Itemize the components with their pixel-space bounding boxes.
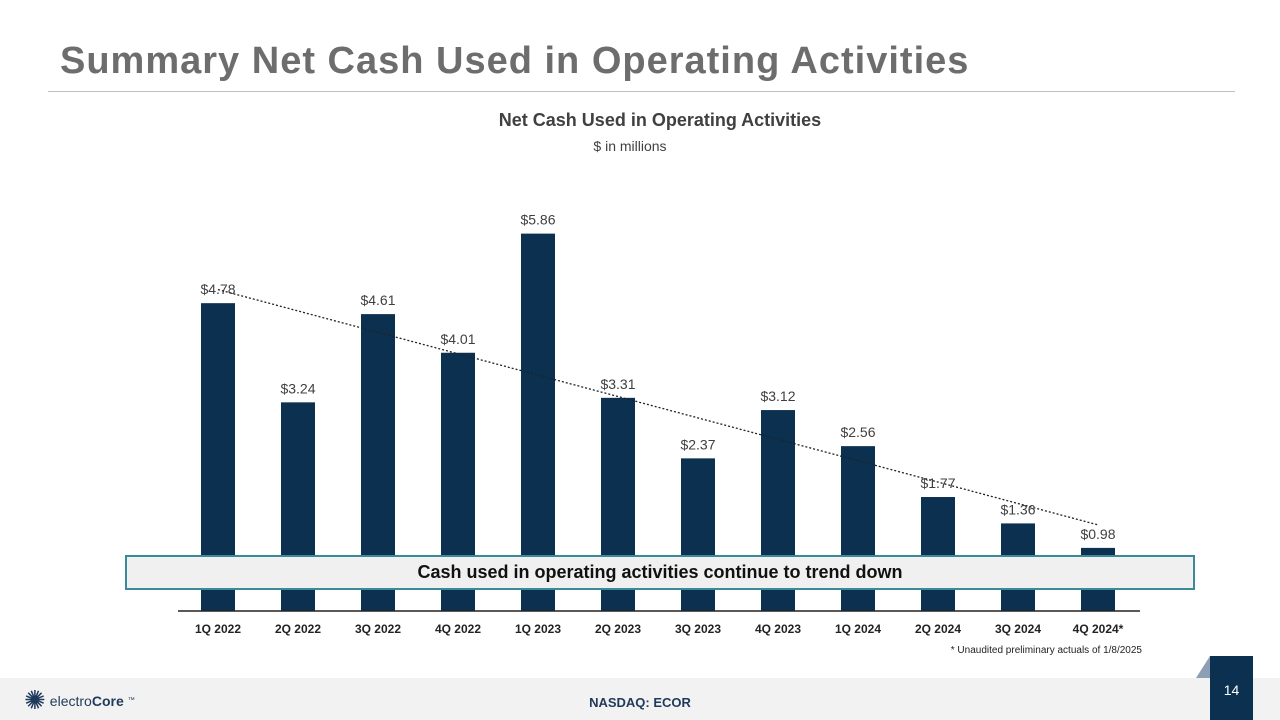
footer-bar — [0, 678, 1280, 720]
chart-title: Net Cash Used in Operating Activities — [498, 110, 822, 130]
category-label: 4Q 2022 — [435, 622, 481, 636]
data-label: $3.12 — [760, 388, 795, 404]
title-divider — [48, 91, 1235, 92]
logo-text-bold: Core — [91, 692, 124, 709]
data-label: $4.61 — [360, 292, 395, 308]
data-label: $4.78 — [200, 281, 235, 297]
category-label: 4Q 2024* — [1073, 622, 1124, 636]
slide-title: Summary Net Cash Used in Operating Activ… — [60, 40, 970, 82]
category-label: 2Q 2022 — [275, 622, 321, 636]
callout-box: Cash used in operating activities contin… — [125, 555, 1195, 590]
data-label: $3.31 — [600, 376, 635, 392]
data-label: $4.01 — [440, 331, 475, 347]
electrocore-logo: ✺ electro Core ™ — [24, 685, 135, 716]
data-label: $0.98 — [1080, 526, 1115, 542]
page-tab-accent — [1196, 656, 1210, 678]
category-label: 4Q 2023 — [755, 622, 801, 636]
page-number: 14 — [1210, 656, 1253, 720]
logo-text-light: electro — [49, 692, 92, 709]
bar — [521, 233, 555, 611]
data-label: $1.77 — [920, 475, 955, 491]
category-label: 1Q 2022 — [195, 622, 241, 636]
ticker-label: NASDAQ: ECOR — [589, 695, 691, 710]
footnote: * Unaudited preliminary actuals of 1/8/2… — [950, 645, 1142, 656]
category-label: 3Q 2022 — [355, 622, 401, 636]
data-label: $3.24 — [280, 380, 315, 396]
logo-tm: ™ — [127, 697, 135, 704]
category-label: 3Q 2024 — [995, 622, 1041, 636]
data-label: $2.56 — [840, 424, 875, 440]
chart-subtitle: $ in millions — [593, 138, 667, 154]
category-label: 1Q 2023 — [515, 622, 561, 636]
starburst-icon: ✺ — [24, 685, 46, 715]
category-label: 3Q 2023 — [675, 622, 721, 636]
data-label: $2.37 — [680, 436, 715, 452]
trendline — [217, 288, 1099, 526]
bar — [921, 497, 955, 611]
category-label: 2Q 2023 — [595, 622, 641, 636]
category-label: 2Q 2024 — [915, 622, 961, 636]
data-label: $5.86 — [520, 212, 555, 228]
category-label: 1Q 2024 — [835, 622, 881, 636]
